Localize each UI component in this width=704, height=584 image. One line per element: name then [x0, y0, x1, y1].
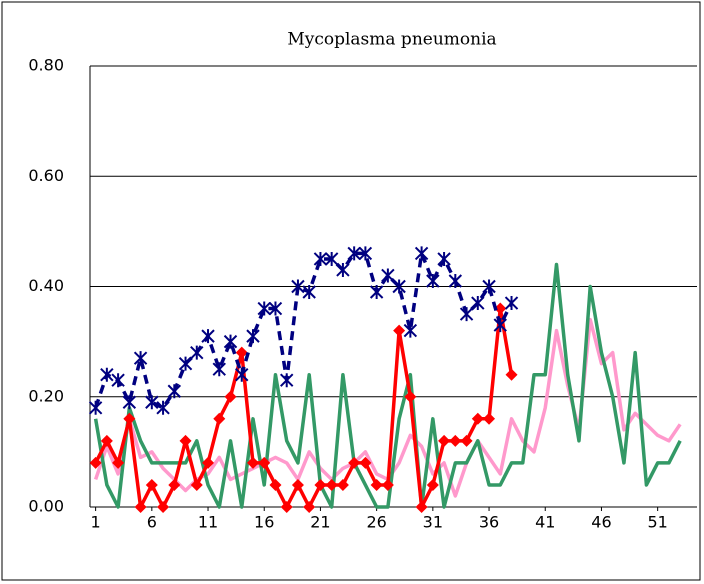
point-marker [122, 395, 137, 410]
point-marker [100, 367, 114, 382]
point-marker [257, 301, 271, 316]
point-marker [157, 501, 170, 513]
point-marker [347, 246, 361, 261]
point-marker [223, 334, 238, 349]
point-marker [269, 478, 282, 491]
point-marker [134, 501, 147, 513]
x-tick-label: 36 [479, 513, 499, 532]
point-marker [212, 362, 226, 377]
point-marker [268, 301, 283, 316]
point-marker [358, 246, 373, 261]
x-tick-label: 41 [535, 513, 555, 532]
point-marker [291, 478, 304, 491]
point-marker [448, 273, 463, 288]
point-marker [111, 373, 125, 388]
point-marker [235, 346, 248, 359]
point-marker [381, 478, 394, 491]
point-marker [324, 251, 339, 266]
point-marker [313, 251, 328, 266]
point-marker [291, 279, 305, 294]
y-tick-label: 0.60 [28, 166, 64, 185]
point-marker [123, 412, 136, 425]
point-marker [482, 279, 496, 294]
x-tick-label: 1 [91, 513, 101, 532]
point-marker [202, 456, 215, 469]
point-marker [483, 412, 496, 425]
point-marker [460, 434, 473, 447]
point-marker [437, 251, 451, 266]
point-marker [178, 356, 193, 371]
point-marker [100, 434, 113, 447]
x-tick-label: 21 [310, 513, 330, 532]
point-marker [369, 285, 384, 300]
point-marker [190, 478, 203, 491]
point-marker [449, 434, 462, 447]
point-marker [459, 307, 474, 322]
point-marker [493, 318, 507, 333]
point-marker [359, 456, 372, 469]
point-marker [336, 478, 349, 491]
point-marker [280, 373, 294, 388]
point-marker [179, 434, 192, 447]
y-tick-label: 0.20 [28, 386, 64, 405]
series-line [93, 251, 514, 410]
point-marker [336, 262, 350, 277]
point-marker [168, 478, 181, 491]
x-tick-label: 51 [647, 513, 667, 532]
point-marker [133, 351, 148, 366]
point-marker [415, 501, 428, 513]
point-marker [438, 434, 451, 447]
point-marker [303, 501, 316, 513]
point-marker [167, 384, 182, 399]
chart-title: Mycoplasma pneumonia [287, 30, 496, 50]
point-marker [426, 273, 440, 288]
point-marker [325, 478, 338, 491]
x-tick-label: 26 [366, 513, 386, 532]
point-marker [201, 329, 215, 344]
point-marker [381, 268, 395, 283]
point-marker [471, 412, 484, 425]
point-marker [504, 296, 519, 311]
point-marker [258, 456, 271, 469]
point-marker [494, 302, 507, 315]
x-tick-label: 11 [198, 513, 218, 532]
point-marker [392, 279, 406, 294]
point-marker [505, 368, 518, 381]
point-marker [156, 400, 170, 415]
point-marker [89, 456, 102, 469]
point-marker [414, 246, 429, 261]
point-marker [213, 412, 226, 425]
x-tick-label: 16 [254, 513, 274, 532]
x-tick-label: 6 [147, 513, 157, 532]
point-marker [370, 478, 383, 491]
point-marker [190, 345, 204, 360]
point-marker [145, 478, 158, 491]
point-marker [471, 296, 485, 311]
point-marker [88, 400, 103, 415]
point-marker [246, 456, 259, 469]
point-marker [224, 390, 237, 403]
point-marker [403, 323, 418, 338]
point-marker [393, 324, 406, 337]
x-tick-label: 46 [591, 513, 611, 532]
y-tick-label: 0.40 [28, 276, 64, 295]
point-marker [348, 456, 361, 469]
y-tick-label: 0.00 [28, 497, 64, 516]
y-tick-label: 0.80 [28, 56, 64, 75]
point-marker [404, 390, 417, 403]
point-marker [426, 478, 439, 491]
x-tick-label: 31 [423, 513, 443, 532]
series-line [93, 262, 682, 509]
point-marker [246, 329, 260, 344]
point-marker [235, 367, 249, 382]
point-marker [314, 478, 327, 491]
point-marker [280, 501, 293, 513]
point-marker [302, 285, 316, 300]
point-marker [112, 456, 125, 469]
point-marker [145, 395, 159, 410]
